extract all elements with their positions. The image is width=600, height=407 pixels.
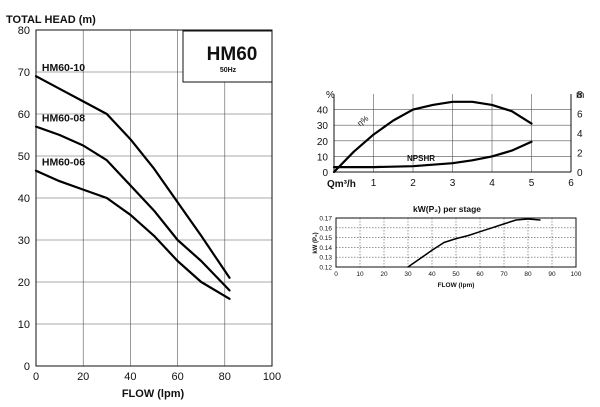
power-x-tick-label: 10 <box>356 271 364 278</box>
power-y-tick-label: 0.15 <box>319 235 332 242</box>
main-chart-series-labels: HM60-10 HM60-08 HM60-06 <box>42 62 85 169</box>
main-chart-grid <box>35 29 273 367</box>
main-y-tick-label: 0 <box>24 361 30 373</box>
eff-chart-xlabel: Qm³/h <box>327 179 356 190</box>
total-head-chart: TOTAL HEAD (m) 0 20 40 60 80 100 0 10 20 30 40 50 60… <box>6 14 281 400</box>
model-frequency: 50Hz <box>220 67 237 74</box>
eta-series-label: η% <box>356 114 371 128</box>
main-y-tick-label: 40 <box>18 193 30 205</box>
main-y-tick-label: 50 <box>18 151 30 163</box>
power-chart-curves <box>407 218 541 268</box>
main-y-tick-label: 30 <box>18 235 30 247</box>
power-chart-grid <box>335 217 577 268</box>
npshr-curve <box>332 140 533 169</box>
power-x-tick-label: 60 <box>476 271 484 278</box>
main-x-tick-label: 40 <box>124 371 136 383</box>
main-chart-title: TOTAL HEAD (m) <box>6 14 96 26</box>
eff-chart-grid <box>333 94 572 173</box>
main-y-tick-label: 20 <box>18 277 30 289</box>
main-x-tick-label: 80 <box>219 371 231 383</box>
eff-chart-curves <box>332 100 533 174</box>
eff-left-tick-label: 10 <box>317 152 329 163</box>
power-y-tick-label: 0.17 <box>319 216 332 223</box>
eff-right-tick-label: 6 <box>577 110 583 121</box>
head-curve-hm60-06 <box>34 169 231 300</box>
main-chart-xlabel: FLOW (lpm) <box>122 388 185 400</box>
power-x-tick-label: 90 <box>548 271 556 278</box>
power-chart-ylabel: kW (P₂) <box>313 232 319 253</box>
eff-right-tick-label: 4 <box>577 129 583 140</box>
eff-right-tick-label: 0 <box>577 168 583 179</box>
power-y-tick-label: 0.13 <box>319 255 332 262</box>
model-box: HM60 50Hz <box>182 30 273 83</box>
eff-left-tick-label: 40 <box>317 106 329 117</box>
power-curve <box>407 218 541 268</box>
eff-x-tick-label: 4 <box>489 178 495 189</box>
eff-right-tick-label: 2 <box>577 149 583 160</box>
main-x-tick-label: 60 <box>171 371 183 383</box>
eff-left-tick-label: 20 <box>317 137 329 148</box>
main-chart-curves <box>34 75 231 300</box>
eff-x-tick-label: 1 <box>371 178 377 189</box>
eff-right-tick-label: 8 <box>577 90 583 101</box>
power-x-tick-label: 0 <box>334 271 338 278</box>
power-x-tick-label: 100 <box>571 271 582 278</box>
power-x-tick-label: 70 <box>500 271 508 278</box>
eff-left-unit: % <box>326 90 335 101</box>
power-x-tick-label: 40 <box>428 271 436 278</box>
model-box-frame <box>182 30 273 83</box>
series-label-hm60-10: HM60-10 <box>42 62 85 74</box>
power-y-tick-label: 0.14 <box>319 245 332 252</box>
eff-x-tick-label: 3 <box>450 178 456 189</box>
power-plot-frame <box>335 217 577 268</box>
power-per-stage-chart: kW(P₂) per stage kW (P₂) 0 10 20 30 40 50 60 70… <box>313 204 582 289</box>
model-name: HM60 <box>207 44 258 65</box>
power-chart-xlabel: FLOW (lpm) <box>438 282 475 289</box>
eff-x-tick-label: 6 <box>568 178 574 189</box>
power-x-tick-label: 30 <box>404 271 412 278</box>
power-chart-title: kW(P₂) per stage <box>413 204 481 214</box>
series-label-hm60-06: HM60-06 <box>42 157 85 169</box>
power-chart-ticks: 0 10 20 30 40 50 60 70 80 90 100 0.12 0.13 0.14 0.15 0.… <box>319 216 581 279</box>
main-x-tick-label: 100 <box>263 371 281 383</box>
main-y-tick-label: 10 <box>18 319 30 331</box>
power-x-tick-label: 80 <box>524 271 532 278</box>
power-y-tick-label: 0.12 <box>319 265 332 272</box>
power-x-tick-label: 50 <box>452 271 460 278</box>
series-label-hm60-08: HM60-08 <box>42 113 85 125</box>
eff-x-tick-label: 2 <box>410 178 416 189</box>
head-curve-hm60-08 <box>34 125 231 292</box>
main-chart-ticks: 0 20 40 60 80 100 0 10 20 30 40 50 60 70 80 <box>18 25 281 383</box>
power-y-tick-label: 0.16 <box>319 225 332 232</box>
eff-x-tick-label: 5 <box>529 178 535 189</box>
eff-left-tick-label: 0 <box>322 168 328 179</box>
power-x-tick-label: 20 <box>380 271 388 278</box>
main-x-tick-label: 0 <box>33 371 39 383</box>
main-x-tick-label: 20 <box>77 371 89 383</box>
main-plot-frame <box>35 29 273 367</box>
main-y-tick-label: 70 <box>18 67 30 79</box>
head-curve-hm60-10 <box>34 75 231 279</box>
eff-left-tick-label: 30 <box>317 121 329 132</box>
main-y-tick-label: 80 <box>18 25 30 37</box>
npshr-series-label: NPSHR <box>407 154 435 163</box>
main-y-tick-label: 60 <box>18 109 30 121</box>
eff-right-unit: m <box>576 90 584 101</box>
efficiency-curve <box>332 100 533 174</box>
